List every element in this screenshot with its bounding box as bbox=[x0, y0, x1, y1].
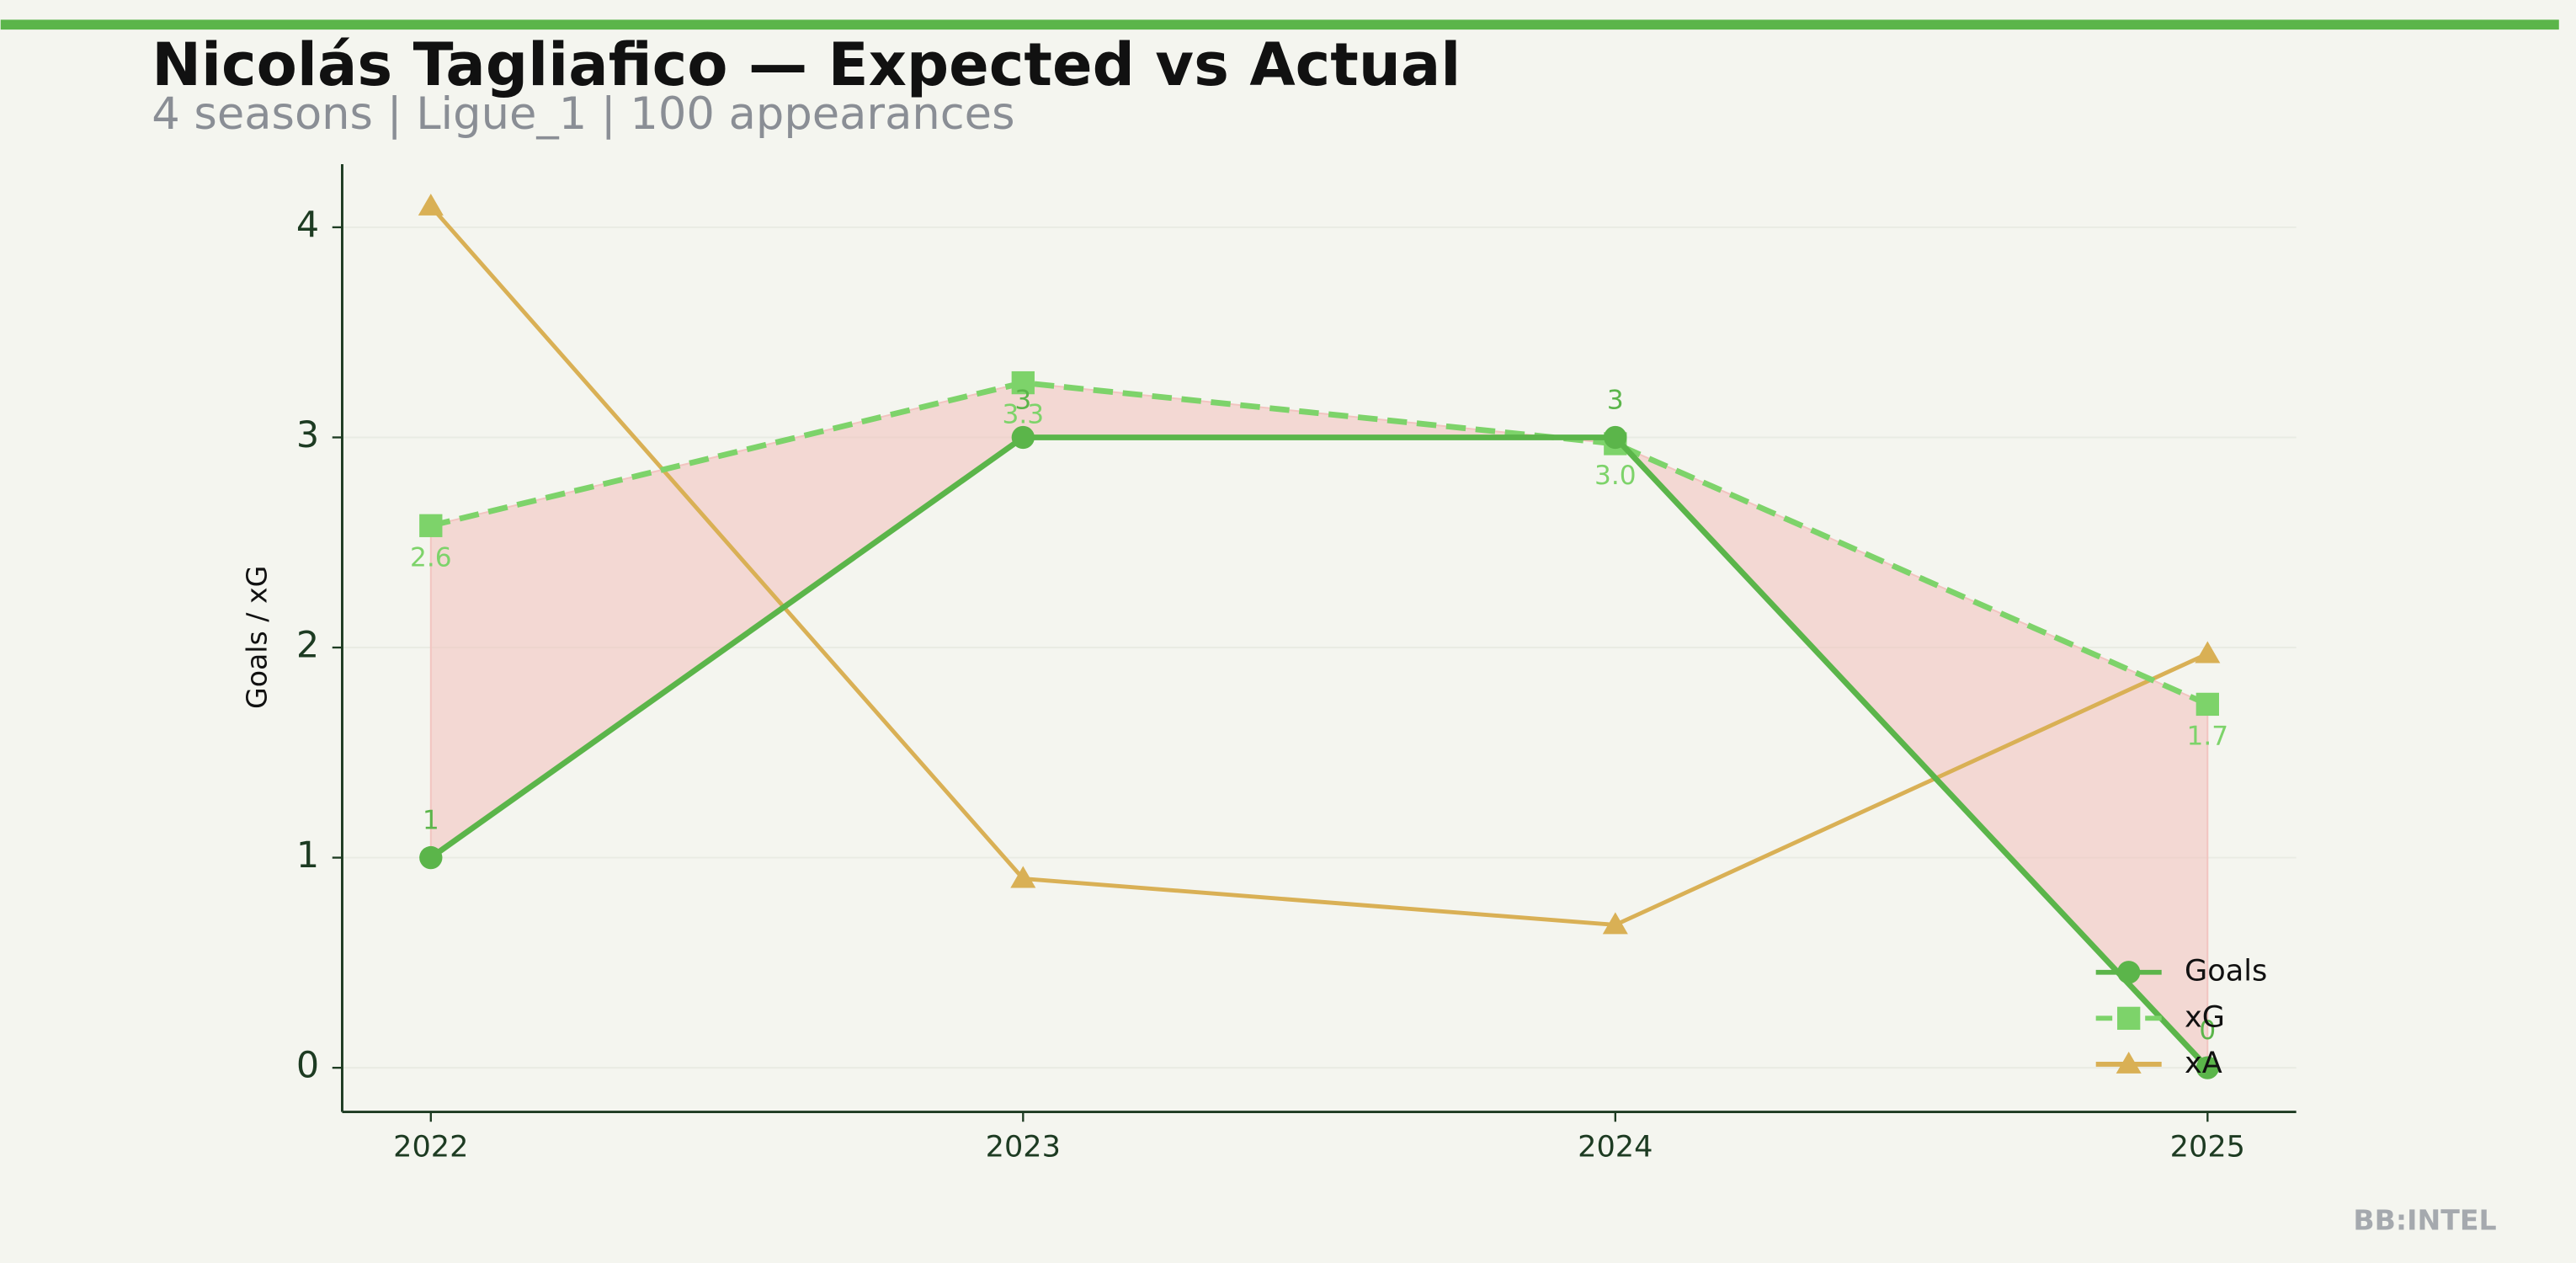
data-point bbox=[2195, 1056, 2219, 1079]
data-point bbox=[2195, 641, 2221, 663]
data-point bbox=[1010, 866, 1036, 888]
legend-marker bbox=[2117, 1006, 2141, 1031]
series-line bbox=[429, 380, 2209, 707]
data-point bbox=[419, 845, 443, 870]
data-point bbox=[419, 514, 443, 537]
x-tick-label: 2022 bbox=[393, 1129, 468, 1164]
y-tick-label: 3 bbox=[296, 414, 319, 456]
data-label: 3 bbox=[1014, 386, 1031, 416]
data-point bbox=[1011, 425, 1035, 450]
data-point bbox=[1602, 912, 1628, 935]
y-tick-label: 4 bbox=[296, 204, 319, 246]
y-tick-label: 0 bbox=[296, 1045, 319, 1087]
data-label: 3.3 bbox=[1003, 400, 1045, 430]
data-label: 3 bbox=[1607, 386, 1624, 416]
legend-marker bbox=[2117, 961, 2141, 984]
x-tick-label: 2023 bbox=[986, 1129, 1061, 1164]
data-point bbox=[1604, 425, 1627, 450]
x-tick-label: 2024 bbox=[1578, 1129, 1653, 1164]
y-tick-label: 1 bbox=[296, 834, 319, 877]
watermark: BB:INTEL bbox=[2353, 1204, 2496, 1237]
y-axis-label: Goals / xG bbox=[240, 566, 273, 709]
data-point bbox=[2195, 692, 2219, 717]
x-tick-label: 2025 bbox=[2170, 1129, 2245, 1164]
data-label: 1.7 bbox=[2187, 721, 2229, 751]
top-bar bbox=[0, 19, 2559, 30]
legend-label: xA bbox=[2185, 1046, 2222, 1080]
legend-label: xG bbox=[2185, 999, 2225, 1034]
data-label: 0 bbox=[2199, 1015, 2216, 1046]
data-point bbox=[418, 193, 444, 216]
data-label: 3.0 bbox=[1594, 461, 1637, 491]
fill-between bbox=[429, 381, 2209, 1070]
data-label: 2.6 bbox=[410, 542, 452, 573]
chart-title: Nicolás Tagliafico — Expected vs Actual bbox=[152, 30, 1461, 99]
y-tick-label: 2 bbox=[296, 625, 319, 667]
chart-subtitle: 4 seasons | Ligue_1 | 100 appearances bbox=[152, 88, 1014, 140]
legend-marker bbox=[2116, 1051, 2142, 1074]
data-label: 1 bbox=[423, 806, 439, 836]
series-line bbox=[428, 205, 2209, 927]
legend-label: Goals bbox=[2185, 954, 2267, 989]
series-line bbox=[428, 434, 2210, 1070]
data-point bbox=[1011, 370, 1035, 395]
